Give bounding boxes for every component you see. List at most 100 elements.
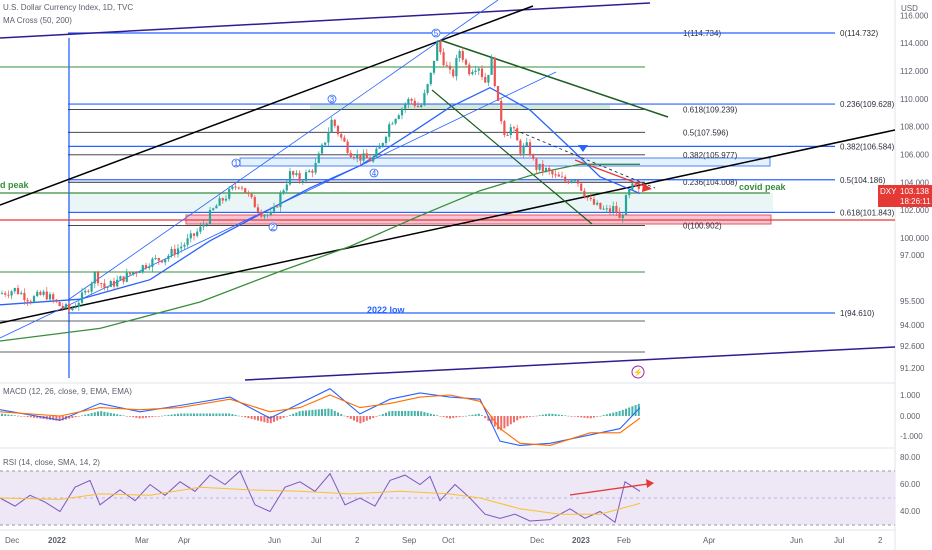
candle-body: [474, 70, 477, 72]
candle-body: [372, 156, 375, 162]
macd-histogram-bar: [481, 415, 483, 416]
price-tick-label: 110.000: [900, 95, 929, 104]
macd-histogram-bar: [151, 416, 154, 417]
candle-body: [624, 195, 628, 216]
macd-histogram-bar: [529, 416, 531, 417]
macd-histogram-bar: [196, 413, 199, 416]
ma-line: [0, 163, 640, 342]
macd-histogram-bar: [535, 415, 538, 417]
candle-body: [103, 283, 106, 288]
macd-histogram-bar: [113, 413, 115, 416]
candle-body: [173, 248, 176, 255]
macd-histogram-bar: [525, 416, 528, 418]
candle-body: [212, 208, 215, 211]
macd-histogram-bar: [250, 416, 253, 419]
candle-body: [64, 304, 68, 308]
macd-histogram-bar: [1, 413, 3, 416]
macd-histogram-bar: [317, 409, 320, 416]
rsi-lines: [0, 470, 641, 524]
support-zone: [68, 193, 773, 211]
candle-body: [388, 124, 391, 137]
macd-histogram-bar: [157, 416, 160, 417]
macd-histogram-bar: [385, 412, 387, 416]
macd-histogram-bar: [589, 416, 592, 419]
macd-tick-label: 1.000: [900, 391, 921, 400]
macd-histogram-bar: [340, 414, 343, 416]
wave-circle: [268, 222, 278, 232]
macd-histogram-bar: [433, 414, 435, 416]
candle-body: [295, 173, 298, 175]
price-tick-label: 104.000: [900, 178, 929, 187]
macd-histogram-bar: [564, 415, 567, 416]
candle-body: [484, 76, 487, 83]
macd-histogram-bar: [362, 416, 365, 423]
macd-histogram-bar: [87, 413, 90, 416]
macd-histogram-bar: [77, 416, 80, 417]
macd-histogram-bar: [311, 409, 314, 416]
macd-histogram-bar: [61, 416, 64, 421]
candle-body: [503, 121, 506, 135]
macd-histogram-bar: [247, 416, 250, 419]
candle-body: [215, 205, 218, 209]
price-badge: [878, 185, 932, 207]
candle-body: [87, 290, 90, 292]
macd-histogram-bar: [49, 416, 51, 420]
candle-body: [189, 233, 192, 239]
macd-histogram-bar: [532, 416, 535, 417]
time-axis[interactable]: Dec 2022 Mar Apr Jun Jul 2 Sep Oct Dec 2023 Feb Apr J…: [5, 536, 883, 545]
candle-body: [340, 134, 343, 138]
macd-histogram-bar: [212, 413, 215, 416]
candle-body: [420, 105, 423, 108]
macd-histogram-bar: [426, 412, 429, 416]
candle-body: [186, 238, 189, 245]
macd-histogram-bar: [167, 414, 170, 416]
candle-body: [554, 174, 557, 176]
macd-axis[interactable]: 1.000 0.000 -1.000: [900, 391, 923, 441]
candle-body: [352, 157, 356, 159]
candle-body: [506, 134, 509, 136]
macd-histogram-bar: [177, 413, 179, 416]
candle-body: [52, 294, 55, 300]
macd-histogram-bar: [68, 416, 71, 419]
price-axis[interactable]: 116.000 114.000 112.000 110.000 108.000 106.0…: [900, 11, 929, 373]
candle-body: [96, 272, 100, 284]
candle-body: [362, 153, 365, 161]
candle-body: [432, 60, 436, 73]
candle-body: [493, 57, 496, 87]
candle-body: [416, 105, 420, 108]
lightning-icon[interactable]: [631, 365, 645, 379]
candle-body: [13, 288, 16, 292]
macd-histogram-bar: [298, 411, 301, 416]
candle-body: [615, 206, 618, 213]
macd-histogram-bar: [388, 411, 391, 416]
macd-histogram-bar: [369, 416, 371, 420]
macd-histogram-bar: [461, 416, 464, 417]
macd-histogram-bar: [7, 414, 10, 416]
candle-body: [0, 293, 4, 295]
macd-histogram-bar: [618, 411, 621, 416]
macd-histogram-bar: [490, 416, 493, 424]
macd-histogram-bar: [305, 410, 307, 416]
macd-histogram-bar: [615, 411, 618, 416]
macd-histogram-bar: [449, 416, 451, 419]
candle-body: [608, 208, 612, 212]
candle-body: [314, 162, 317, 173]
candle-body: [183, 244, 186, 247]
macd-histogram-bar: [519, 416, 522, 419]
candle-body: [426, 84, 429, 94]
candle-body: [324, 142, 327, 145]
macd-histogram-bar: [577, 416, 579, 418]
macd-histogram-bar: [193, 413, 195, 416]
macd-histogram-bar: [263, 416, 266, 423]
time-tick-label: Apr: [703, 536, 716, 545]
candle-body: [285, 184, 288, 191]
candle-body: [221, 198, 224, 201]
macd-histogram-bar: [116, 414, 119, 416]
lightning-glyph: ⚡: [633, 367, 643, 377]
macd-histogram-bar: [327, 408, 330, 416]
fib-right-label: 0.618(101.843): [840, 208, 895, 217]
candle-body: [496, 86, 500, 101]
rsi-axis[interactable]: 80.00 60.00 40.00: [900, 453, 921, 516]
macd-histogram-bar: [401, 410, 403, 416]
macd-histogram-bar: [471, 414, 474, 416]
